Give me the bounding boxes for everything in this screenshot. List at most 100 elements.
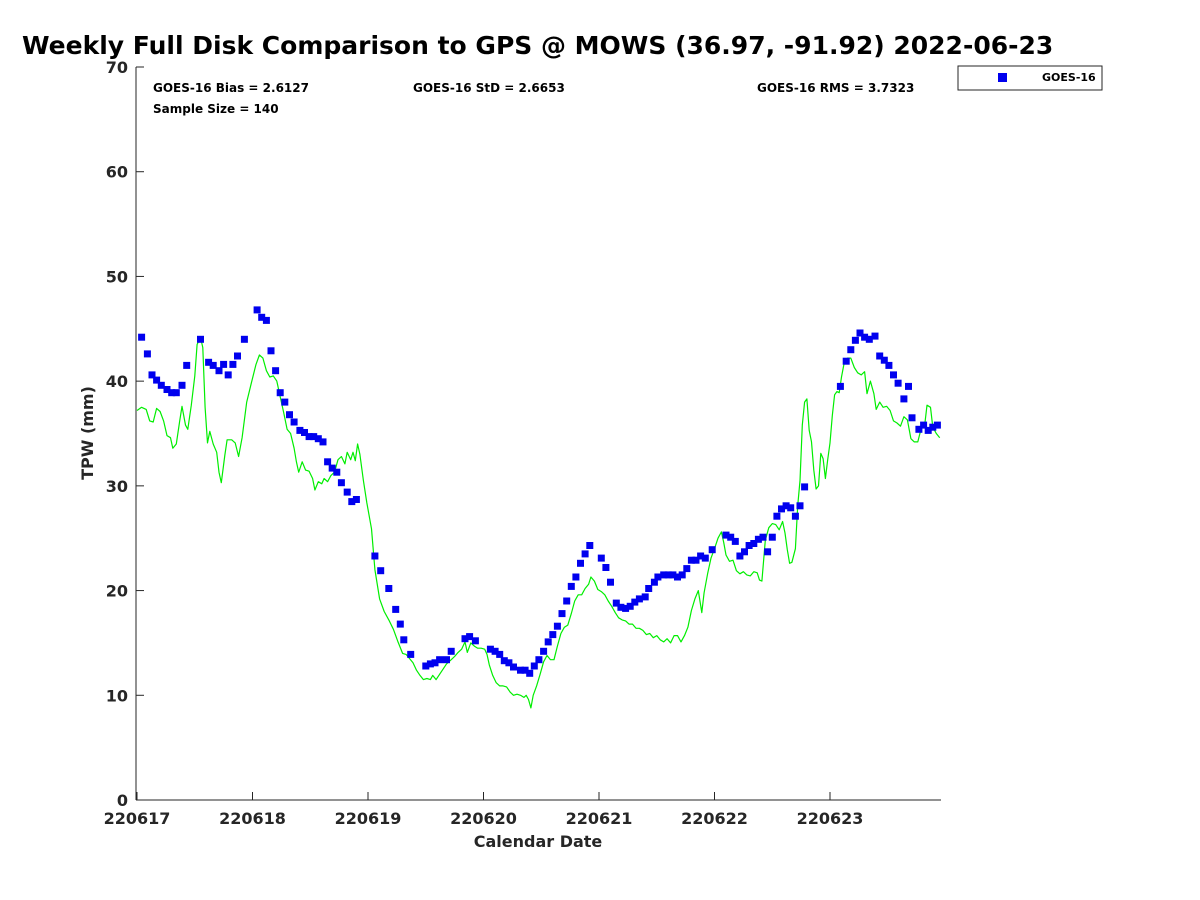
goes-point [768,533,776,541]
goes-point [759,533,767,541]
goes-point [253,306,261,314]
y-tick-label: 60 [106,163,128,182]
goes-point [466,633,474,641]
goes-point [443,656,450,664]
goes-point [880,356,888,364]
goes-point [692,556,700,564]
goes-point [782,502,790,510]
goes-point [521,666,529,674]
y-tick-label: 50 [106,267,128,286]
goes-point [626,602,634,610]
goes-point [148,371,156,379]
goes-point [836,382,844,390]
goes-point [631,598,639,606]
y-tick-label: 20 [106,582,128,601]
goes-point [602,564,610,571]
goes-point [645,585,653,592]
goes-point [612,599,620,607]
goes-point [885,361,893,369]
y-tick-label: 30 [106,477,128,496]
goes-point [205,358,213,366]
goes-point [526,669,534,677]
goes-point [861,333,869,341]
goes-point [371,552,379,560]
goes-point [683,565,691,573]
stat-bias: GOES-16 Bias = 2.6127 [153,81,309,95]
y-tick-label: 10 [106,686,128,705]
goes-series [138,306,941,677]
legend-box [957,65,1103,91]
x-tick-label: 220618 [219,809,286,828]
goes-point [660,571,668,579]
goes-point [908,414,916,422]
y-axis-label: TPW (mm) [78,386,97,480]
goes-point [447,647,455,655]
goes-point [586,542,594,549]
goes-point [920,421,928,429]
goes-point [400,636,408,644]
goes-point [436,656,444,664]
goes-point [258,313,266,321]
stat-std: GOES-16 StD = 2.6653 [413,81,565,95]
goes-point [544,638,552,646]
goes-point [894,379,902,387]
goes-point [505,659,513,667]
goes-point [324,458,332,466]
goes-point [510,663,517,671]
goes-point [741,548,748,556]
goes-point [286,411,293,419]
goes-point [296,426,304,434]
x-tick-label: 220619 [335,809,402,828]
goes-point [851,336,859,344]
axes [135,67,941,801]
goes-point [138,333,146,341]
goes-point [486,645,494,653]
goes-point [697,552,705,560]
goes-point [674,573,681,581]
goes-point [426,660,434,668]
y-tick-label: 0 [117,791,128,810]
x-tick-label: 220620 [450,809,517,828]
goes-point [431,659,439,667]
goes-point [796,502,804,510]
x-tick-label: 220622 [681,809,748,828]
goes-point [337,479,345,487]
goes-point [224,371,232,379]
goes-point [240,335,248,343]
goes-point [650,578,658,586]
goes-point [654,573,662,581]
goes-point [272,367,280,375]
goes-point [701,554,709,562]
goes-point [352,496,360,503]
goes-point [687,556,695,564]
goes-point [597,554,605,562]
goes-point [328,464,336,472]
goes-point [310,433,318,441]
gps-series [136,336,941,709]
goes-point [865,335,873,343]
goes-point [290,418,298,426]
goes-point [262,316,270,324]
goes-point [801,483,809,491]
goes-point [183,361,191,369]
goes-point [333,468,341,476]
goes-point [157,381,165,389]
goes-point [731,537,739,545]
goes-point [900,395,908,403]
goes-point [220,360,228,368]
goes-point [281,398,289,406]
goes-point [577,559,584,567]
goes-point [745,542,753,549]
goes-point [461,635,469,643]
x-tick-label: 220623 [797,809,864,828]
goes-point [209,361,217,369]
goes-point [890,371,897,379]
chart-title: Weekly Full Disk Comparison to GPS @ MOW… [22,31,1053,60]
goes-point [500,657,508,665]
goes-point [301,429,308,436]
goes-point [856,329,864,337]
goes-point [267,347,275,355]
goes-point [168,389,176,397]
goes-point [549,631,557,639]
